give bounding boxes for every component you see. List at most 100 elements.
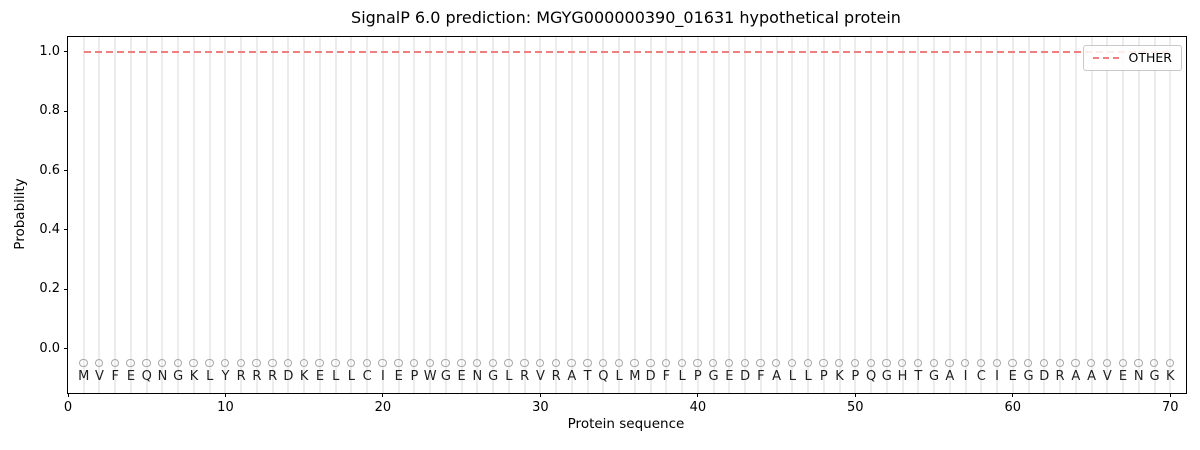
residue-gridline (791, 37, 794, 393)
sequence-letter: Q (865, 369, 877, 385)
residue-gridline (712, 37, 715, 393)
sequence-letter: R (551, 369, 561, 385)
residue-gridline (413, 37, 416, 393)
x-tick-mark (539, 393, 541, 397)
sequence-letter: L (505, 369, 513, 385)
sequence-letter: G (1149, 369, 1160, 385)
residue-gridline (129, 37, 132, 393)
sequence-letter: G (881, 369, 892, 385)
sequence-letter: V (535, 369, 545, 385)
legend: OTHER (1082, 45, 1182, 71)
residue-marker-circle (441, 358, 450, 368)
series-layer (68, 37, 1186, 393)
y-tick-label: 0.4 (39, 221, 60, 237)
residue-marker-circle (1024, 358, 1033, 368)
residue-gridline (161, 37, 164, 393)
sequence-letter: V (1102, 369, 1112, 385)
x-tick-mark (1012, 393, 1014, 397)
residue-gridline (350, 37, 353, 393)
sequence-letter: R (268, 369, 278, 385)
y-tick-mark (64, 288, 68, 290)
sequence-letter: F (757, 369, 765, 385)
residue-marker-circle (1165, 358, 1175, 368)
residue-marker-circle (331, 358, 340, 368)
residue-gridline (996, 37, 999, 393)
sequence-letter: L (332, 369, 340, 385)
residue-marker-circle (961, 358, 970, 368)
residue-marker-circle (819, 358, 828, 368)
sequence-letter: Y (221, 369, 230, 385)
residue-marker-circle (614, 358, 624, 368)
sequence-letter: P (819, 369, 828, 385)
sequence-letter: K (299, 369, 309, 385)
sequence-letter: P (851, 369, 860, 385)
residue-gridline (980, 37, 983, 393)
residue-gridline (759, 37, 762, 393)
sequence-letter: G (929, 369, 940, 385)
residue-gridline (177, 37, 180, 393)
residue-gridline (255, 37, 258, 393)
residue-marker-circle (315, 358, 324, 368)
sequence-letter: C (362, 369, 372, 385)
legend-dash-line-icon (1092, 57, 1120, 59)
residue-gridline (917, 37, 920, 393)
sequence-letter: Q (598, 369, 609, 385)
x-tick-label: 40 (689, 400, 707, 415)
residue-marker-circle (1087, 358, 1096, 368)
residue-marker-circle (1055, 358, 1064, 368)
x-tick-mark (697, 393, 699, 397)
sequence-letter: R (520, 369, 530, 385)
sequence-letter: L (206, 369, 214, 385)
residue-gridline (523, 37, 526, 393)
sequence-letter: E (725, 369, 734, 385)
residue-gridline (397, 37, 400, 393)
residue-marker-circle (724, 358, 734, 368)
residue-marker-circle (252, 358, 261, 368)
legend-label: OTHER (1128, 50, 1172, 65)
chart-title: SignalP 6.0 prediction: MGYG000000390_01… (351, 8, 901, 27)
residue-marker-circle (362, 358, 372, 368)
residue-marker-circle (157, 358, 167, 368)
sequence-letter: M (629, 369, 641, 385)
sequence-letter: P (693, 369, 702, 385)
residue-gridline (98, 37, 101, 393)
sequence-letter: P (410, 369, 419, 385)
residue-gridline (208, 37, 211, 393)
sequence-letter: D (740, 369, 751, 385)
sequence-letter: F (662, 369, 671, 385)
residue-marker-circle (378, 358, 387, 368)
residue-marker-circle (583, 358, 592, 368)
x-tick-label: 10 (217, 400, 234, 415)
sequence-letter: N (157, 369, 168, 385)
residue-marker-circle (646, 358, 655, 368)
residue-gridline (901, 37, 904, 393)
residue-gridline (838, 37, 841, 393)
other-probability-line (83, 50, 1171, 53)
residue-gridline (1137, 37, 1140, 393)
sequence-letter: V (95, 369, 104, 385)
sequence-letter: Q (141, 369, 152, 385)
residue-gridline (602, 37, 605, 393)
sequence-letter: E (1008, 369, 1017, 385)
residue-marker-circle (1008, 358, 1017, 368)
residue-gridline (476, 37, 479, 393)
residue-marker-circle (504, 358, 513, 368)
residue-gridline (192, 37, 195, 393)
y-tick-mark (64, 170, 68, 171)
sequence-letter: I (381, 369, 385, 385)
y-tick-label: 0.8 (39, 103, 60, 119)
residue-marker-circle (661, 358, 671, 368)
residue-gridline (885, 37, 888, 393)
residue-gridline (807, 37, 810, 393)
residue-marker-circle (630, 358, 639, 368)
residue-gridline (1043, 37, 1046, 393)
sequence-letter: T (914, 369, 923, 385)
y-tick-label: 0.0 (39, 340, 60, 356)
residue-marker-circle (299, 358, 309, 368)
residue-marker-circle (205, 358, 214, 368)
residue-marker-circle (1102, 358, 1112, 368)
residue-marker-circle (346, 358, 356, 368)
residue-marker-circle (772, 358, 781, 368)
